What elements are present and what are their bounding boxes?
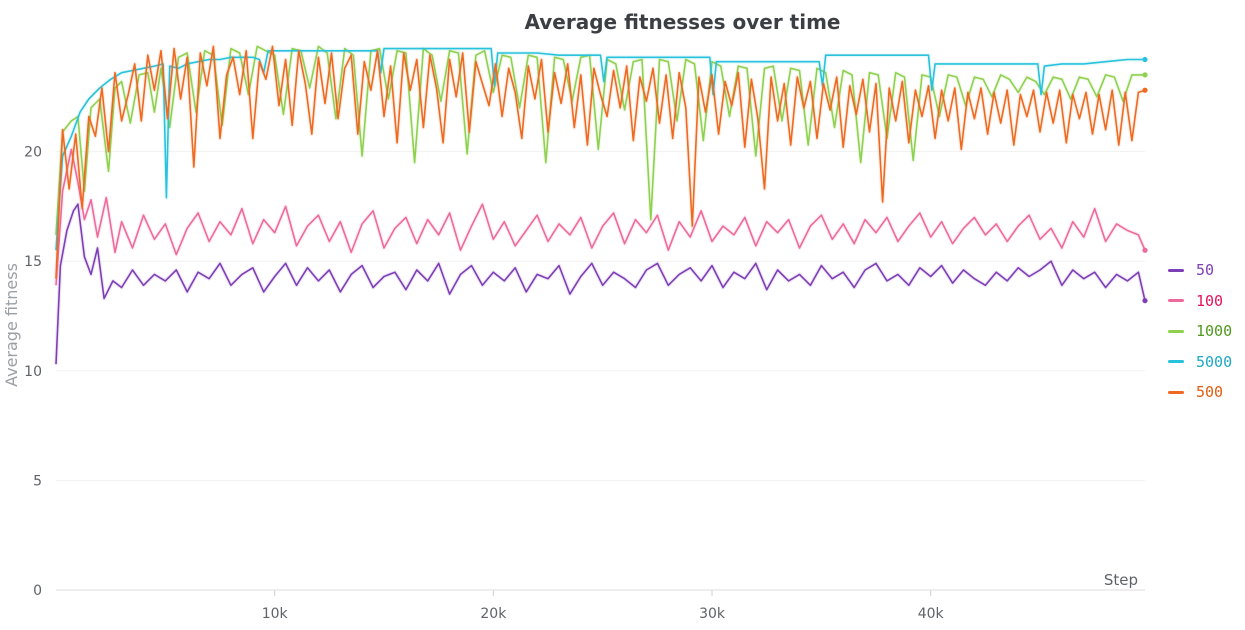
legend-swatch xyxy=(1168,329,1184,333)
series-line-100 xyxy=(55,148,1146,286)
x-tick-label: 20k xyxy=(480,606,507,622)
legend-swatch xyxy=(1168,360,1184,364)
legend-label: 100 xyxy=(1196,291,1224,310)
legend-label: 1000 xyxy=(1196,322,1233,341)
series-end-point-1000 xyxy=(1142,72,1148,78)
series-line-50 xyxy=(55,203,1146,365)
series-end-point-50 xyxy=(1142,298,1148,304)
x-axis-title: Step xyxy=(1104,571,1138,589)
series-line-5000 xyxy=(55,47,1145,251)
series-end-point-500 xyxy=(1142,87,1148,93)
series-line-500 xyxy=(55,45,1146,279)
legend-label: 500 xyxy=(1196,383,1224,402)
legend: 50 100 1000 5000 500 xyxy=(1168,255,1232,408)
legend-label: 5000 xyxy=(1196,352,1233,371)
y-tick-label: 15 xyxy=(24,254,42,270)
legend-item-500[interactable]: 500 xyxy=(1168,377,1232,408)
x-tick-labels: 10k 20k 30k 40k xyxy=(262,606,945,622)
x-tick-label: 30k xyxy=(699,606,726,622)
y-tick-label: 5 xyxy=(33,473,42,489)
legend-swatch xyxy=(1168,390,1184,394)
y-tick-label: 20 xyxy=(24,145,42,161)
legend-label: 50 xyxy=(1196,261,1215,280)
series-end-point-5000 xyxy=(1142,56,1148,63)
series-band-1000 xyxy=(54,44,1145,236)
x-tick-label: 10k xyxy=(262,606,289,622)
series-lines xyxy=(54,44,1148,365)
legend-item-1000[interactable]: 1000 xyxy=(1168,316,1232,347)
legend-item-50[interactable]: 50 xyxy=(1168,255,1232,286)
y-tick-labels: 0 5 10 15 20 xyxy=(24,145,42,599)
legend-item-5000[interactable]: 5000 xyxy=(1168,347,1232,378)
y-tick-label: 10 xyxy=(24,364,42,380)
legend-swatch xyxy=(1168,268,1184,272)
chart-title: Average fitnesses over time xyxy=(524,10,841,34)
grid-lines xyxy=(56,151,1145,596)
y-tick-label: 0 xyxy=(33,583,42,599)
series-band-500 xyxy=(54,44,1146,279)
series-end-point-100 xyxy=(1142,247,1148,253)
y-axis-title: Average fitness xyxy=(2,263,21,387)
legend-swatch xyxy=(1168,299,1184,303)
legend-item-100[interactable]: 100 xyxy=(1168,286,1232,317)
x-tick-label: 40k xyxy=(918,606,945,622)
